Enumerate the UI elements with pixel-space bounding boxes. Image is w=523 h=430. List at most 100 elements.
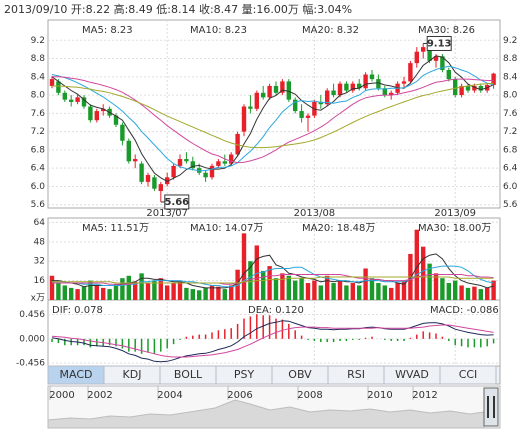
volume-bar [389, 287, 394, 300]
volume-bar [459, 285, 464, 300]
volume-bar [325, 275, 330, 300]
volume-bar [427, 263, 432, 300]
y-tick-label: 0.000 [19, 334, 45, 344]
tab-background [439, 365, 497, 385]
legend-entry: MA5: 11.51万 [82, 223, 149, 234]
candle-body [184, 159, 189, 162]
candle-body [203, 172, 208, 178]
y-tick-label: -0.456 [16, 359, 45, 369]
y-tick-label: 8.0 [31, 91, 46, 101]
candle-body [357, 83, 362, 89]
candle-body [318, 101, 323, 105]
volume-bar [312, 280, 317, 300]
volume-bar [152, 280, 157, 300]
volume-bar [440, 278, 445, 300]
candle-body [56, 81, 61, 93]
annotation-label: 5.66 [164, 197, 189, 208]
indicator-tab[interactable]: PSY [215, 365, 273, 385]
annotation-box [426, 35, 452, 51]
ma-line [51, 324, 494, 358]
volume-bar [56, 283, 61, 300]
volume-bar [203, 287, 208, 300]
volume-bar [350, 283, 355, 300]
volume-bar [485, 287, 490, 300]
volume-bar [165, 285, 170, 300]
candle-body [459, 85, 464, 96]
candle-body [440, 56, 445, 70]
x-tick-label: 2013/08 [294, 208, 336, 219]
annotation-label: 9.13 [427, 38, 452, 49]
volume-bar [222, 289, 227, 300]
candle-body [427, 47, 432, 61]
candle-body [465, 85, 471, 91]
y-tick-label: 64 [34, 218, 46, 228]
ma-line [52, 276, 494, 284]
candle-body [235, 133, 240, 155]
y-tick-label-right: 8.0 [503, 91, 518, 101]
y-tick-label: 8.4 [31, 72, 46, 82]
timeline-year: 2012 [412, 390, 437, 401]
candle-body [273, 85, 279, 93]
volume-bar [62, 285, 67, 300]
volume-bar [69, 287, 74, 300]
candle-body [145, 175, 151, 182]
x-tick-label: 2013/07 [146, 208, 188, 219]
ma-line [52, 274, 494, 285]
volume-bar [299, 278, 304, 300]
indicator-tab[interactable]: RSI [327, 365, 385, 385]
candle-body [69, 99, 74, 102]
timeline-year: 2004 [157, 390, 182, 401]
volume-bar [337, 280, 343, 300]
volume-bar [472, 286, 477, 300]
volume-bar [401, 280, 407, 300]
candle-body [453, 79, 458, 96]
indicator-tab[interactable]: CCI [439, 365, 497, 385]
volume-bar [331, 283, 336, 300]
legend-entry: MA20: 8.32 [302, 25, 359, 36]
timeline-handle[interactable] [483, 387, 499, 427]
ma-line [52, 76, 494, 164]
timeline-year: 2006 [227, 390, 252, 401]
volume-bar [363, 268, 368, 300]
y-tick-label-right: 8.8 [503, 54, 518, 64]
volume-bar [177, 281, 183, 300]
candle-body [254, 92, 259, 109]
volume-bar [280, 273, 285, 300]
annotation-box [164, 194, 190, 210]
legend-entry: DEA: 0.120 [248, 305, 304, 316]
tab-label: KDJ [123, 368, 142, 381]
candle-body [75, 97, 80, 102]
volume-bar [382, 285, 387, 300]
candle-body [94, 111, 99, 121]
volume-bar [248, 261, 253, 300]
candle-body [241, 106, 247, 132]
indicator-tab[interactable]: WVAD [383, 365, 441, 385]
volume-bar [107, 289, 112, 300]
candle-body [190, 161, 195, 169]
indicator-tab[interactable]: BOLL [159, 365, 217, 385]
legend-entry: MA30: 18.00万 [418, 223, 491, 234]
candle-body [216, 161, 221, 166]
candle-body [126, 140, 131, 162]
volume-bar [421, 246, 426, 300]
candle-body [299, 111, 304, 118]
y-tick-label: 7.2 [31, 127, 45, 137]
candle-body [62, 92, 67, 100]
volume-unit: x万 [31, 294, 45, 304]
candle-body [113, 115, 119, 125]
candle-body [350, 83, 355, 91]
candle-body [421, 47, 426, 52]
indicator-tab[interactable]: MACD [47, 365, 105, 385]
candle-body [120, 124, 125, 141]
timeline-year: 2010 [367, 390, 392, 401]
indicator-tab[interactable]: OBV [271, 365, 329, 385]
volume-bar [293, 280, 298, 300]
candle-body [433, 56, 439, 61]
indicator-tab[interactable]: KDJ [103, 365, 161, 385]
volume-bar [75, 289, 80, 300]
volume-bar [395, 283, 400, 300]
macd-legend: MACD: -0.086 [430, 305, 499, 316]
candle-body [305, 115, 311, 118]
candle-body [248, 106, 253, 109]
